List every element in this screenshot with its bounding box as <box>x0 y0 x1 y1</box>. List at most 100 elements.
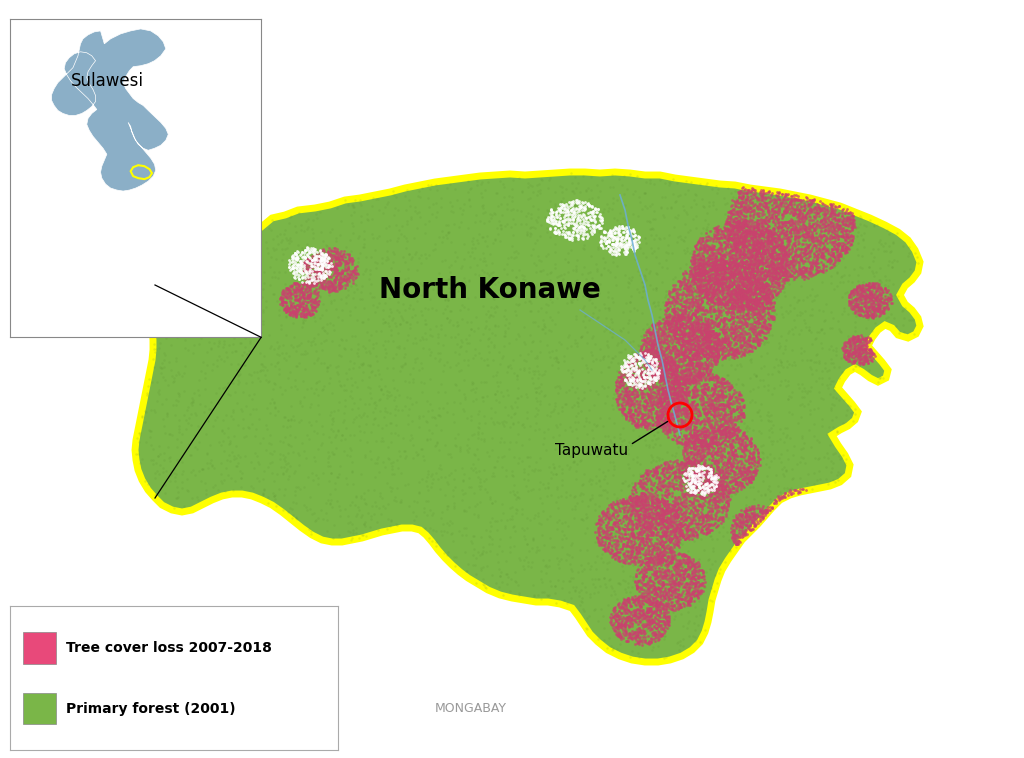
Point <box>688 484 705 496</box>
Point <box>705 465 721 477</box>
Point <box>309 272 326 284</box>
Point <box>476 483 493 495</box>
Point <box>601 302 617 314</box>
Point <box>847 355 863 367</box>
Point <box>731 239 748 251</box>
Point <box>864 255 881 268</box>
Point <box>671 548 687 560</box>
Point <box>651 475 668 487</box>
Point <box>346 264 362 276</box>
Point <box>701 498 718 510</box>
Point <box>324 387 340 399</box>
Point <box>688 337 705 349</box>
Point <box>599 236 615 248</box>
Point <box>611 531 628 543</box>
Point <box>213 282 229 294</box>
Point <box>654 480 671 492</box>
Point <box>837 218 853 230</box>
Point <box>415 362 431 374</box>
Point <box>296 390 312 402</box>
Point <box>731 246 748 258</box>
Point <box>266 288 283 300</box>
Point <box>642 367 658 379</box>
Point <box>164 429 180 441</box>
Point <box>694 452 711 464</box>
Point <box>323 276 339 288</box>
Point <box>202 439 218 451</box>
Point <box>701 319 718 331</box>
Point <box>377 351 393 363</box>
Point <box>668 318 684 330</box>
Point <box>670 337 686 349</box>
Point <box>652 335 669 347</box>
Point <box>776 277 793 290</box>
Point <box>708 507 724 519</box>
Point <box>748 465 764 477</box>
Point <box>255 283 271 296</box>
Point <box>556 268 572 280</box>
Point <box>729 412 745 424</box>
Point <box>733 515 750 528</box>
Point <box>379 362 395 374</box>
Point <box>660 619 677 631</box>
Point <box>811 436 827 448</box>
Point <box>701 257 718 269</box>
Point <box>639 404 655 416</box>
Point <box>730 218 746 230</box>
Point <box>717 415 733 428</box>
Point <box>715 503 731 515</box>
Point <box>707 469 723 481</box>
Point <box>772 492 788 504</box>
Point <box>728 220 744 232</box>
Point <box>702 328 719 340</box>
Point <box>774 208 791 221</box>
Point <box>701 482 718 494</box>
Point <box>729 388 745 400</box>
Point <box>766 193 782 205</box>
Point <box>756 226 772 238</box>
Point <box>569 293 586 305</box>
Point <box>430 337 446 349</box>
Point <box>652 312 669 324</box>
Point <box>212 468 228 480</box>
Point <box>703 478 720 490</box>
Point <box>635 629 651 641</box>
Point <box>910 256 927 268</box>
Point <box>591 510 607 522</box>
Point <box>692 269 709 281</box>
Point <box>755 198 771 210</box>
Point <box>651 383 668 395</box>
Point <box>710 420 726 432</box>
Point <box>387 409 403 421</box>
Point <box>663 361 679 373</box>
Point <box>700 486 717 498</box>
Point <box>458 333 474 345</box>
Point <box>319 256 336 268</box>
Point <box>329 245 345 257</box>
Point <box>623 598 639 610</box>
Point <box>664 402 680 415</box>
Point <box>730 531 746 543</box>
Point <box>635 537 651 549</box>
Point <box>777 243 794 255</box>
Point <box>687 348 703 360</box>
Point <box>753 258 769 271</box>
Point <box>664 462 680 475</box>
Point <box>806 430 822 442</box>
Point <box>644 598 660 610</box>
Point <box>683 342 699 354</box>
Point <box>840 211 856 223</box>
Point <box>745 271 762 283</box>
Point <box>741 224 758 236</box>
Point <box>712 261 728 273</box>
Point <box>284 262 300 274</box>
Point <box>603 509 620 522</box>
Point <box>737 290 754 302</box>
Point <box>731 424 748 436</box>
Point <box>686 324 702 336</box>
Point <box>519 451 536 463</box>
Point <box>642 549 658 561</box>
Point <box>684 575 700 587</box>
Point <box>713 388 729 400</box>
Point <box>534 302 550 314</box>
